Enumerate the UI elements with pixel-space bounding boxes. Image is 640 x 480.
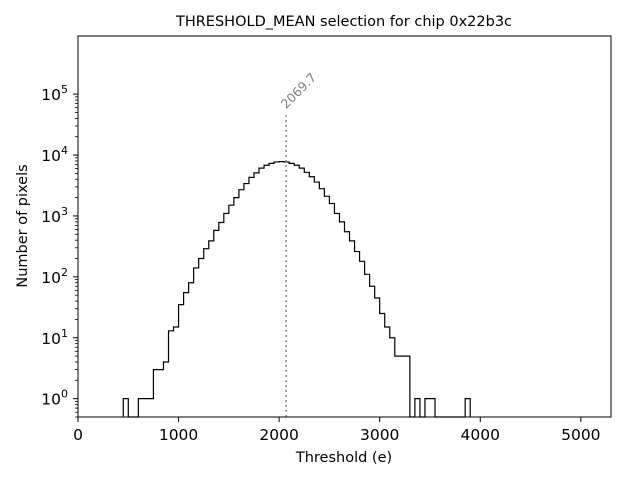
x-tick-label: 2000 [259, 426, 298, 444]
plot-frame [77, 35, 612, 418]
histogram-step-line [122, 161, 471, 418]
y-tick-label: 102 [41, 266, 68, 287]
y-tick-label: 100 [41, 388, 68, 409]
y-tick-label: 103 [41, 205, 68, 226]
x-axis-label: Threshold (e) [295, 450, 392, 466]
y-tick-label: 105 [41, 83, 68, 104]
x-tick-label: 0 [73, 426, 83, 444]
chart-title: THRESHOLD_MEAN selection for chip 0x22b3… [175, 14, 512, 30]
y-axis-label: Number of pixels [15, 164, 31, 287]
x-tick-label: 1000 [159, 426, 198, 444]
y-axis-ticks: 100 101 102 103 104 105 [41, 83, 78, 418]
x-tick-label: 4000 [461, 426, 500, 444]
histogram-layer [122, 161, 471, 418]
y-tick-label: 101 [41, 327, 68, 348]
x-axis-ticks: 0 1000 2000 3000 4000 5000 [73, 417, 601, 444]
x-tick-label: 5000 [561, 426, 600, 444]
x-tick-label: 3000 [360, 426, 399, 444]
y-tick-label: 104 [41, 144, 68, 165]
